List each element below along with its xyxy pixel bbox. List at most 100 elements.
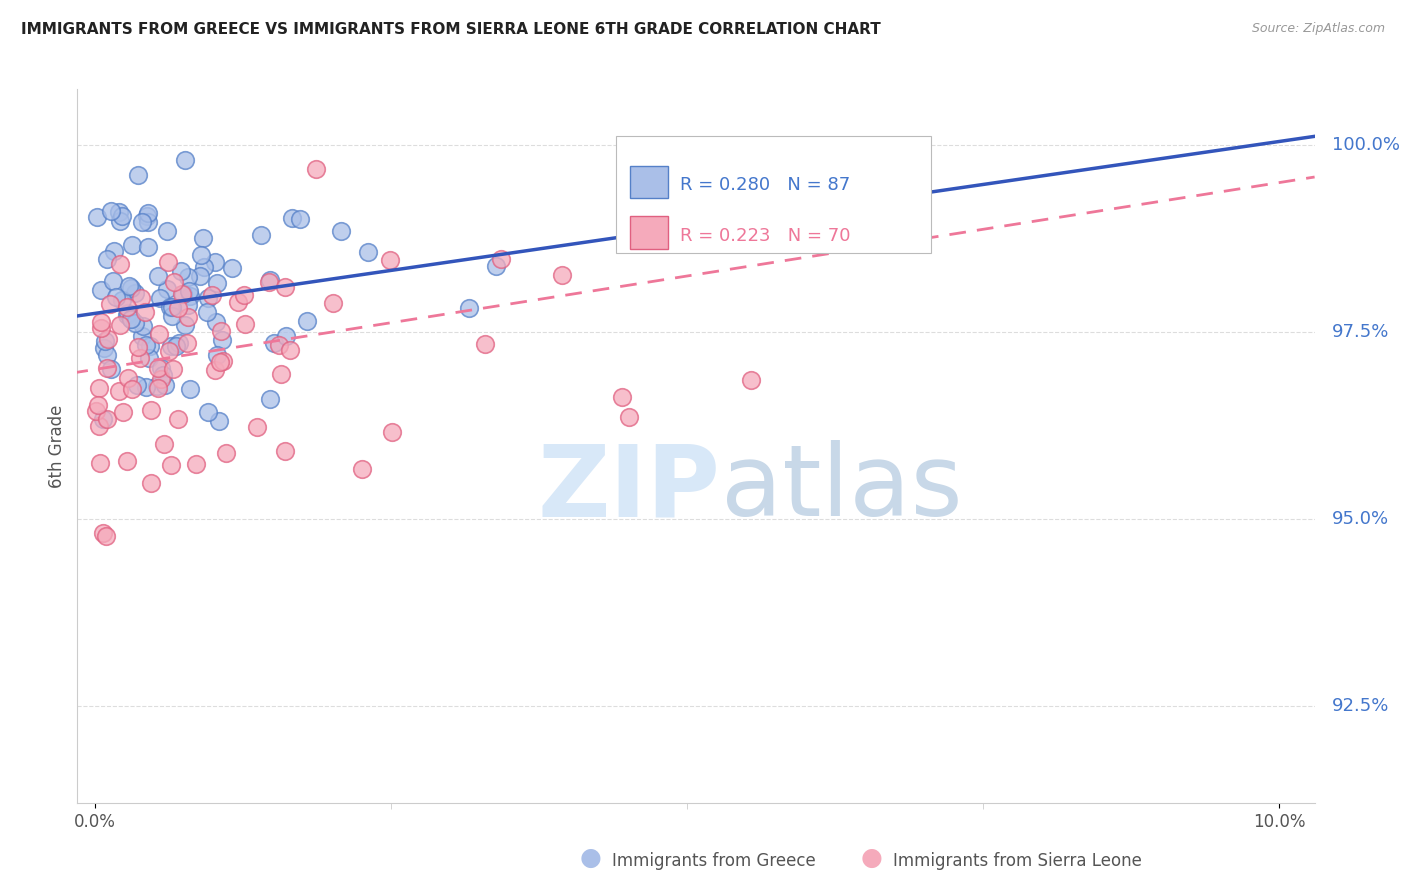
Point [176, 335, 198, 350]
Point [91, 411, 114, 425]
Point [135, 380, 157, 394]
Point [190, 248, 212, 262]
Point [103, 244, 125, 258]
Point [132, 319, 155, 334]
Point [146, 268, 169, 283]
Text: atlas: atlas [721, 441, 962, 537]
Point [111, 293, 134, 307]
Point [177, 269, 200, 284]
Point [208, 414, 231, 428]
Point [139, 338, 162, 352]
Text: ZIP: ZIP [538, 441, 721, 537]
Point [257, 275, 280, 289]
Point [274, 443, 297, 458]
Point [177, 298, 200, 312]
Point [167, 336, 190, 351]
Point [160, 309, 183, 323]
Point [201, 288, 224, 302]
Point [281, 211, 304, 226]
Point [120, 281, 142, 295]
Point [131, 215, 153, 229]
Point [96, 412, 118, 426]
Point [148, 291, 170, 305]
Point [162, 276, 184, 290]
Point [179, 382, 201, 396]
Point [131, 329, 153, 343]
Bar [630, 166, 668, 198]
Point [148, 326, 170, 341]
Point [115, 308, 138, 322]
Point [156, 282, 179, 296]
Point [205, 276, 228, 290]
Text: IMMIGRANTS FROM GREECE VS IMMIGRANTS FROM SIERRA LEONE 6TH GRADE CORRELATION CHA: IMMIGRANTS FROM GREECE VS IMMIGRANTS FRO… [21, 22, 880, 37]
Point [740, 373, 762, 387]
Point [111, 405, 134, 419]
Point [90, 321, 112, 335]
Point [166, 412, 188, 426]
Point [221, 261, 243, 276]
Point [619, 410, 641, 425]
Bar [630, 217, 668, 249]
Point [127, 340, 149, 354]
Point [378, 253, 401, 268]
Point [146, 381, 169, 395]
Point [246, 420, 269, 434]
Point [280, 343, 302, 357]
Point [357, 244, 380, 259]
Point [141, 403, 163, 417]
Point [274, 279, 297, 293]
Text: Immigrants from Sierra Leone: Immigrants from Sierra Leone [893, 852, 1142, 870]
Point [170, 286, 193, 301]
Point [136, 206, 159, 220]
Point [205, 315, 228, 329]
Point [90, 314, 112, 328]
Text: 100.0%: 100.0% [1333, 136, 1400, 154]
Point [138, 239, 160, 253]
Point [96, 361, 118, 376]
Point [329, 224, 352, 238]
Point [270, 367, 292, 381]
Point [174, 153, 197, 167]
Point [169, 263, 191, 277]
Point [205, 348, 228, 362]
Point [104, 290, 127, 304]
Point [121, 237, 143, 252]
Point [551, 268, 574, 283]
Point [108, 213, 131, 227]
Text: R = 0.280   N = 87: R = 0.280 N = 87 [681, 176, 851, 194]
Point [100, 362, 122, 376]
Point [160, 458, 183, 472]
Point [193, 260, 215, 274]
Point [160, 339, 183, 353]
Point [274, 329, 297, 343]
Point [124, 286, 146, 301]
Point [93, 334, 115, 348]
Point [193, 231, 215, 245]
Point [87, 398, 110, 412]
Point [474, 337, 496, 351]
Point [139, 475, 162, 490]
Point [93, 341, 115, 355]
Text: ●: ● [860, 846, 883, 870]
Text: 92.5%: 92.5% [1333, 697, 1389, 714]
Point [96, 348, 118, 362]
Point [173, 318, 195, 332]
Point [211, 333, 233, 347]
Point [208, 355, 231, 369]
Text: Source: ZipAtlas.com: Source: ZipAtlas.com [1251, 22, 1385, 36]
Point [204, 255, 226, 269]
Point [215, 446, 238, 460]
Point [96, 528, 118, 542]
Point [150, 360, 173, 375]
Point [121, 382, 143, 396]
Point [152, 368, 174, 382]
Point [118, 279, 141, 293]
Point [485, 259, 508, 273]
Point [87, 381, 110, 395]
Point [212, 354, 235, 368]
Point [179, 289, 201, 303]
Text: R = 0.223   N = 70: R = 0.223 N = 70 [681, 227, 851, 244]
Point [110, 209, 132, 223]
Point [166, 301, 188, 315]
Point [177, 310, 200, 325]
